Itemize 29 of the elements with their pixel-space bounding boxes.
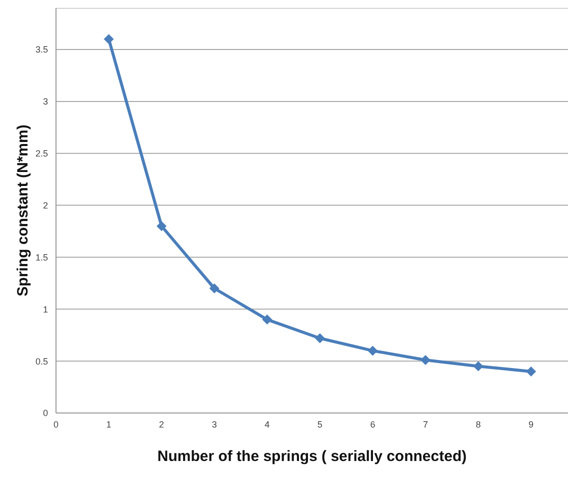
x-axis-title: Number of the springs ( serially connected) <box>157 448 467 465</box>
point <box>156 221 167 232</box>
y-tick-label: 1 <box>42 304 48 314</box>
y-tick-label: 3.5 <box>35 44 48 55</box>
y-axis-title: Spring constant (N*mm) <box>14 124 32 296</box>
point <box>526 366 536 376</box>
point <box>209 283 220 294</box>
x-tick-label: 1 <box>106 419 112 430</box>
y-tick-label: 3 <box>42 96 48 107</box>
point <box>262 314 272 325</box>
point <box>314 333 325 344</box>
x-tick-label: 3 <box>212 419 217 430</box>
y-tick-label: 2.5 <box>35 148 48 159</box>
y-tick-label: 1.5 <box>35 252 48 262</box>
y-tick-label: 0.5 <box>35 356 48 366</box>
y-tick-label: 2 <box>42 200 48 211</box>
x-tick-label: 0 <box>53 419 59 430</box>
x-tick-label: 8 <box>476 419 481 430</box>
point <box>104 34 114 44</box>
point <box>368 346 378 356</box>
x-tick-label: 6 <box>370 419 376 430</box>
x-tick-label: 9 <box>528 419 534 430</box>
point <box>420 355 430 366</box>
x-tick-label: 2 <box>159 419 164 430</box>
y-tick-label: 0 <box>42 408 48 418</box>
x-tick-label: 4 <box>264 419 270 430</box>
x-tick-label: 7 <box>422 419 428 430</box>
x-tick-label: 5 <box>317 419 322 430</box>
point <box>473 361 484 372</box>
